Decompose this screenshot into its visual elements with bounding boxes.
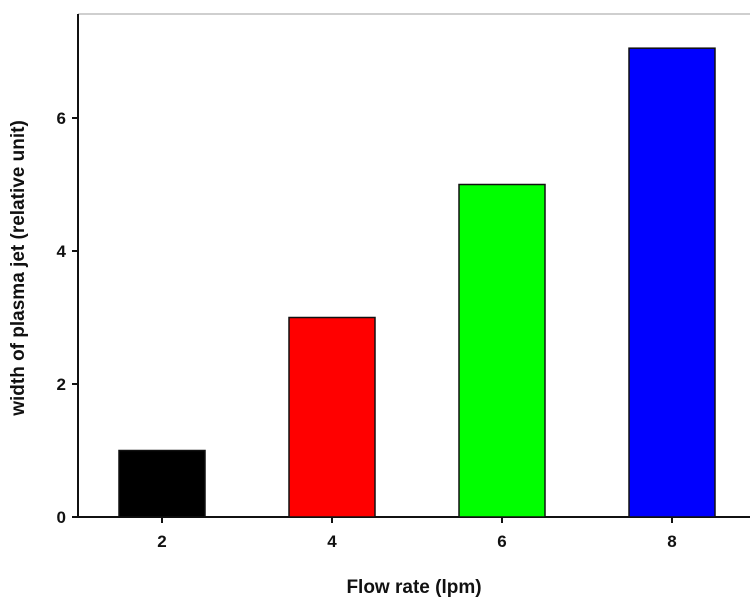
x-tick-label-6: 6 — [497, 532, 506, 551]
x-axis-title: Flow rate (lpm) — [346, 577, 481, 598]
bar-6 — [458, 183, 546, 518]
bar-2 — [118, 449, 206, 518]
y-tick-label-6: 6 — [57, 109, 66, 128]
x-tick-label-4: 4 — [327, 532, 337, 551]
bar-4 — [288, 316, 376, 518]
x-ticks-group: 2 4 6 8 — [157, 517, 677, 551]
x-tick-label-8: 8 — [667, 532, 676, 551]
bars-group — [118, 47, 716, 518]
y-tick-label-2: 2 — [57, 375, 66, 394]
y-axis-title: width of plasma jet (relative unit) — [8, 120, 29, 417]
x-tick-label-2: 2 — [157, 532, 166, 551]
y-ticks-group: 0 2 4 6 — [57, 109, 78, 527]
y-tick-label-0: 0 — [57, 508, 66, 527]
y-tick-label-4: 4 — [57, 242, 67, 261]
bar-8 — [628, 47, 716, 518]
